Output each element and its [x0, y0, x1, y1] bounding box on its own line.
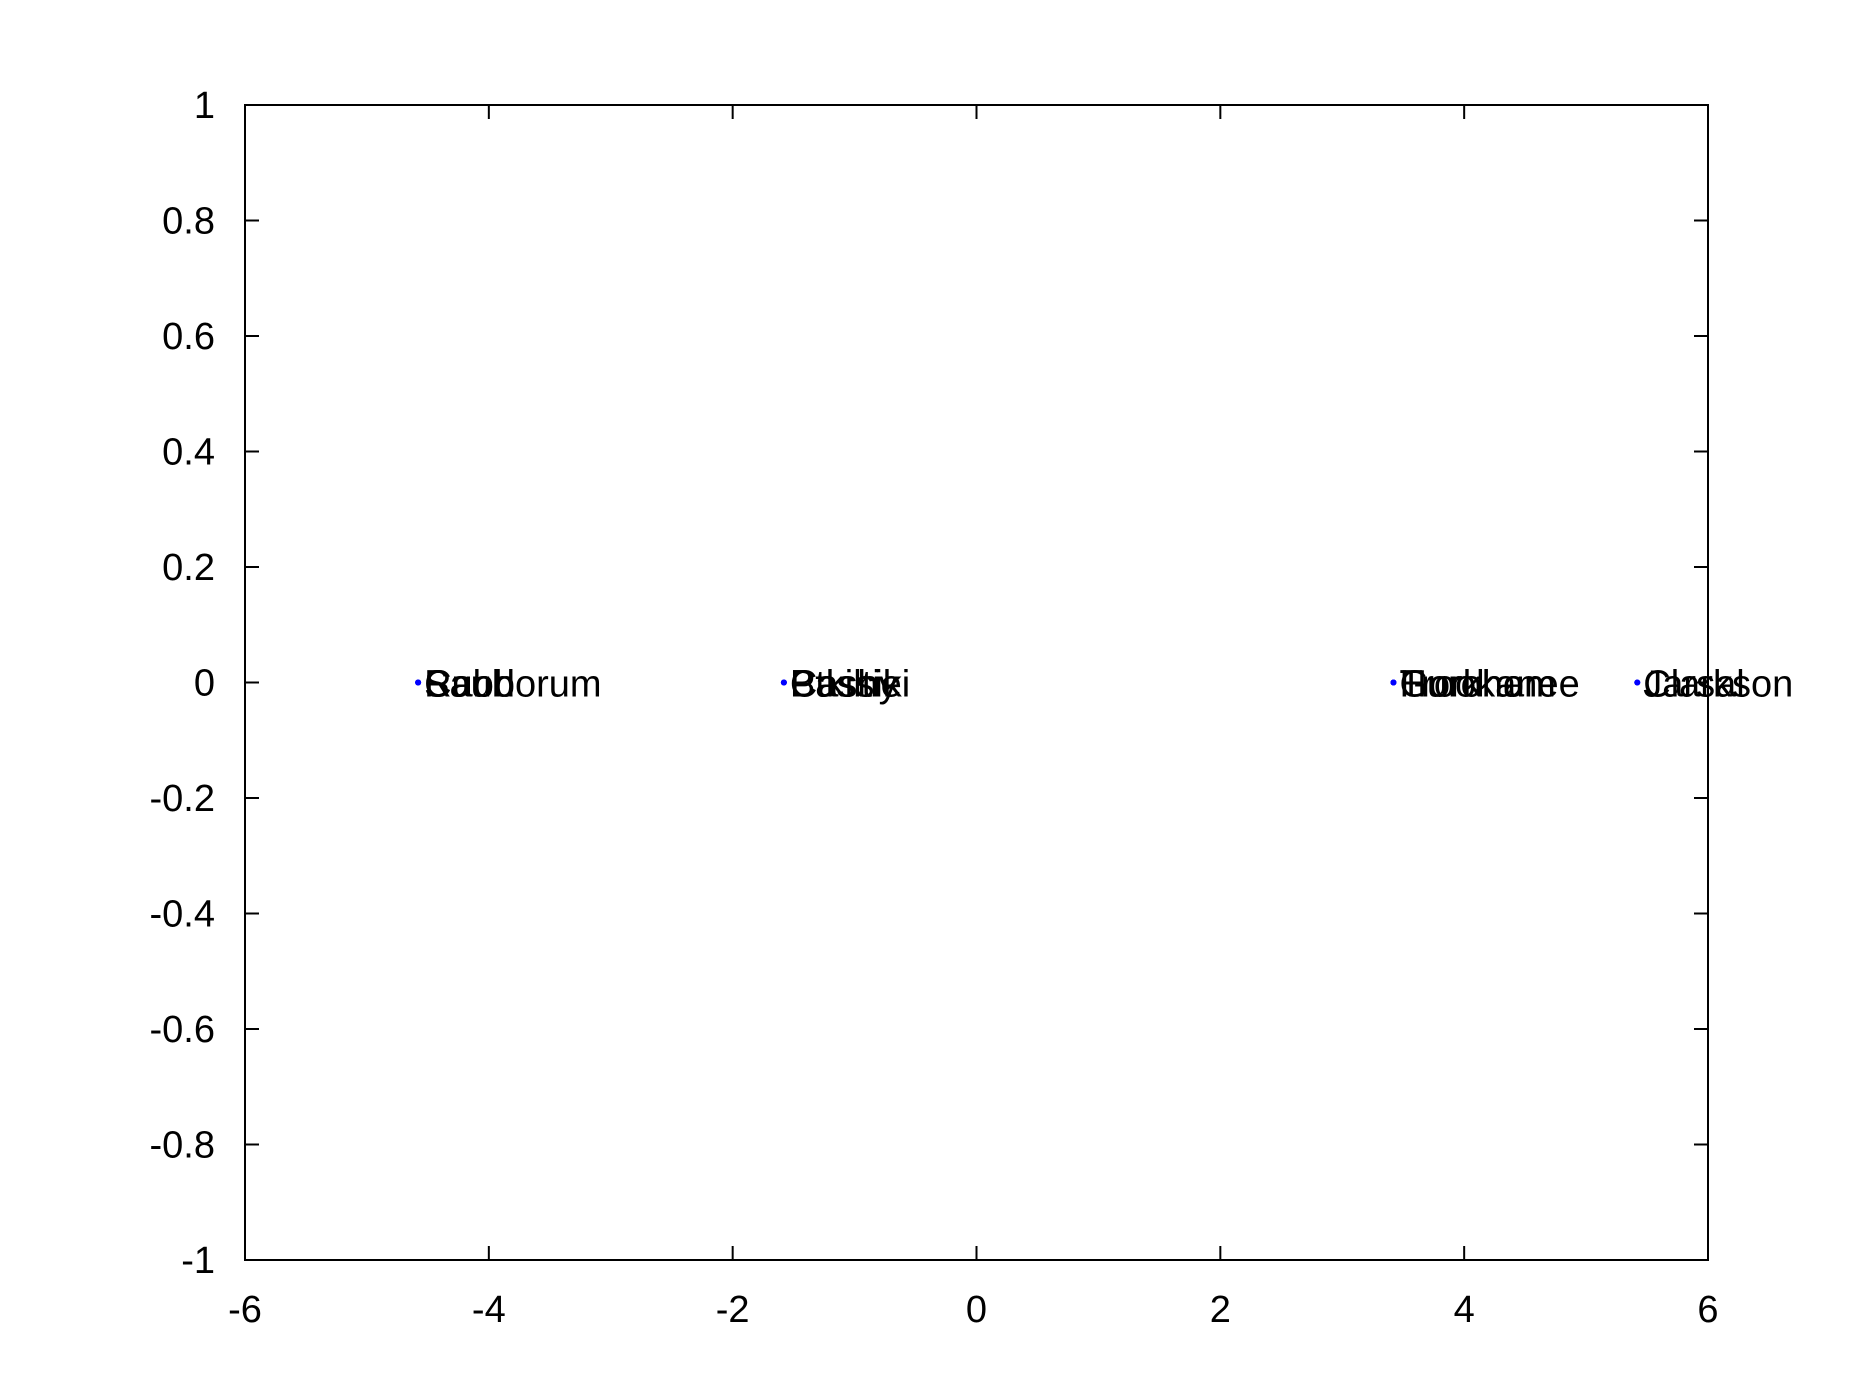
data-point — [780, 679, 787, 686]
y-tick-label: 0.2 — [162, 547, 215, 589]
x-tick-label: 6 — [1697, 1289, 1718, 1331]
point-label: Cuob — [424, 664, 515, 706]
point-label: Trookanee — [1399, 664, 1579, 706]
point-label: Gorkhor — [1399, 664, 1537, 706]
x-tick-label: -6 — [228, 1289, 262, 1331]
y-tick-label: -1 — [181, 1240, 215, 1282]
y-tick-label: -0.4 — [150, 894, 215, 936]
y-tick-label: -0.2 — [150, 778, 215, 820]
x-tick-labels: -6 -4 -2 0 2 4 6 — [228, 1289, 1718, 1331]
y-tick-label: -0.6 — [150, 1009, 215, 1051]
data-point — [1634, 679, 1641, 686]
x-tick-label: 0 — [966, 1289, 987, 1331]
point-label: Rabdorum — [424, 664, 601, 706]
point-label: Cashy — [790, 664, 898, 706]
y-tick-label: 1 — [194, 85, 215, 127]
point-label: Clarkson — [1643, 664, 1793, 706]
point-label: Ptkiltie — [790, 664, 902, 706]
data-point — [415, 679, 422, 686]
y-tick-label: 0.6 — [162, 316, 215, 358]
x-tick-label: 4 — [1454, 1289, 1475, 1331]
point-label: Saul — [424, 664, 500, 706]
x-tick-label: -2 — [716, 1289, 750, 1331]
axis-ticks — [244, 104, 1709, 1261]
x-tick-label: 2 — [1210, 1289, 1231, 1331]
y-tick-labels: -1 -0.8 -0.6 -0.4 -0.2 0 0.2 0.4 0.6 0.8 1 — [150, 85, 215, 1282]
point-label: Jarsal — [1643, 664, 1744, 706]
data-point — [1390, 679, 1397, 686]
x-tick-label: -4 — [472, 1289, 506, 1331]
point-label: Bassiki — [790, 664, 910, 706]
data-points — [415, 679, 1641, 686]
point-label: Huroham — [1399, 664, 1555, 706]
y-tick-label: -0.8 — [150, 1125, 215, 1167]
y-tick-label: 0.8 — [162, 201, 215, 243]
y-tick-label: 0.4 — [162, 432, 215, 474]
y-tick-label: 0 — [194, 663, 215, 705]
